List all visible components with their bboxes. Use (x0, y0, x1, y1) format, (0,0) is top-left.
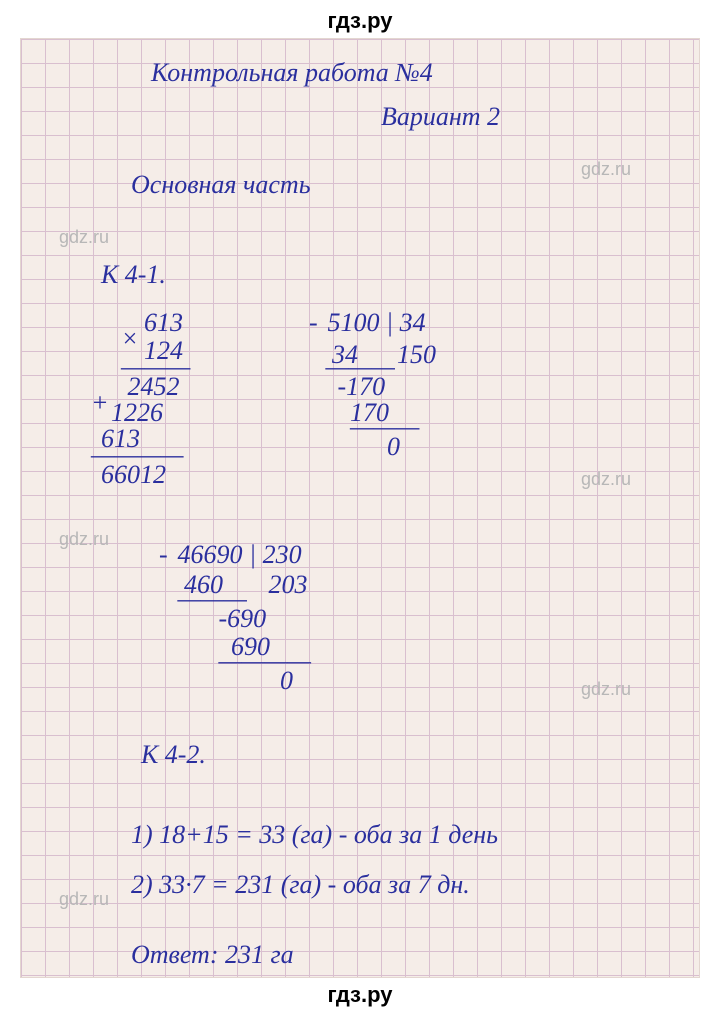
handwritten-line: - (159, 539, 168, 570)
footer-title-text: гдз.ру (328, 982, 393, 1007)
handwritten-line: + (91, 387, 109, 418)
page-header: гдз.ру (0, 0, 720, 42)
handwritten-line: 66012 (101, 459, 166, 490)
handwritten-line: -690 (199, 603, 266, 634)
handwritten-line: 46690 | 230 (171, 539, 302, 570)
watermark-text: gdz.ru (59, 529, 109, 550)
handwritten-line: 0 (241, 665, 293, 696)
handwritten-line: Основная часть (131, 169, 311, 200)
notebook-paper: Контрольная работа №4 Вариант 2 Основная ч… (20, 38, 700, 978)
page-footer: гдз.ру (0, 982, 720, 1008)
handwritten-line: 613 (131, 307, 183, 338)
handwritten-line: К 4-1. (101, 259, 166, 290)
handwritten-line: 1) 18+15 = 33 (га) - оба за 1 день (131, 819, 498, 850)
handwritten-line: Контрольная работа №4 (151, 57, 433, 88)
watermark-text: gdz.ru (581, 159, 631, 180)
watermark-text: gdz.ru (581, 679, 631, 700)
handwritten-line: 5100 | 34 (321, 307, 426, 338)
watermark-text: gdz.ru (59, 889, 109, 910)
handwritten-line: 2) 33·7 = 231 (га) - оба за 7 дн. (131, 869, 470, 900)
handwritten-line: - (309, 307, 318, 338)
header-title-text: гдз.ру (328, 8, 393, 33)
handwritten-line: Ответ: 231 га (131, 939, 294, 970)
handwritten-line: К 4-2. (141, 739, 206, 770)
watermark-text: gdz.ru (59, 227, 109, 248)
watermark-text: gdz.ru (581, 469, 631, 490)
handwritten-line: Вариант 2 (381, 101, 500, 132)
handwritten-line: 0 (361, 431, 400, 462)
